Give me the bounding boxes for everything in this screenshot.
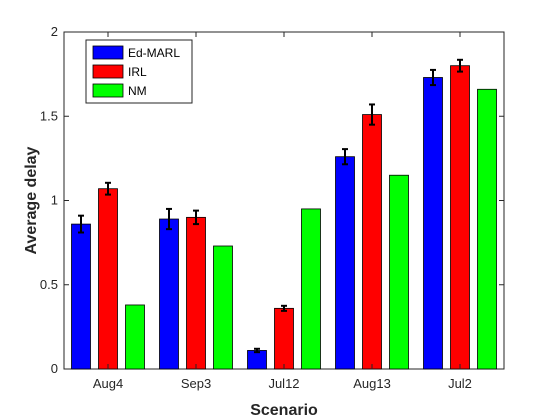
x-tick-label: Sep3 [181, 376, 211, 391]
bar-ed-marl-aug13 [335, 156, 355, 370]
bar-nm-jul2 [477, 88, 497, 370]
legend-label-nm: NM [128, 84, 147, 98]
y-tick-label: 0.5 [40, 277, 58, 292]
x-tick-label: Aug4 [93, 376, 123, 391]
bars-group [71, 65, 497, 370]
bar-nm-jul12 [301, 208, 321, 370]
bar-ed-marl-aug4 [71, 223, 91, 370]
y-axis: 0 0.5 1 1.5 2 [40, 24, 504, 376]
x-axis-title: Scenario [250, 402, 318, 419]
bar-irl-aug4 [98, 188, 118, 370]
legend-swatch-irl [92, 64, 124, 79]
error-bar-irl-sep3 [193, 209, 199, 226]
error-bar-irl-aug13 [369, 103, 375, 126]
bar-nm-aug4 [125, 304, 145, 370]
error-bars-group [78, 58, 463, 354]
y-tick-label: 0 [51, 361, 58, 376]
x-tick-label: Aug13 [353, 376, 391, 391]
error-bar-ed-marl-aug4 [78, 214, 84, 234]
error-bar-ed-marl-jul12 [254, 347, 260, 354]
y-tick-label: 1.5 [40, 108, 58, 123]
bar-nm-aug13 [389, 174, 409, 370]
error-bar-irl-jul2 [457, 58, 463, 73]
bar-irl-sep3 [186, 216, 206, 370]
legend: Ed-MARL IRL NM [85, 39, 193, 104]
y-tick-label: 1 [51, 193, 58, 208]
error-bar-ed-marl-jul2 [430, 68, 436, 87]
bar-ed-marl-jul12 [247, 350, 267, 370]
x-tick-label: Jul2 [448, 376, 472, 391]
legend-swatch-nm [92, 83, 124, 98]
y-tick-label: 2 [51, 24, 58, 39]
error-bar-irl-aug4 [105, 181, 111, 196]
bar-irl-aug13 [362, 114, 382, 370]
y-axis-title: Average delay [23, 146, 40, 254]
error-bar-ed-marl-aug13 [342, 148, 348, 166]
bar-nm-sep3 [213, 245, 233, 370]
x-tick-label: Jul12 [268, 376, 299, 391]
bar-irl-jul12 [274, 307, 294, 370]
legend-label-ed-marl: Ed-MARL [128, 46, 180, 60]
bar-ed-marl-sep3 [159, 218, 179, 370]
bar-ed-marl-jul2 [423, 77, 443, 370]
x-axis: Aug4 Sep3 Jul12 Aug13 Jul2 [93, 32, 472, 391]
legend-swatch-ed-marl [92, 45, 124, 60]
error-bar-ed-marl-sep3 [166, 207, 172, 231]
error-bar-irl-jul12 [281, 304, 287, 312]
legend-label-irl: IRL [128, 65, 147, 79]
bar-irl-jul2 [450, 65, 470, 370]
